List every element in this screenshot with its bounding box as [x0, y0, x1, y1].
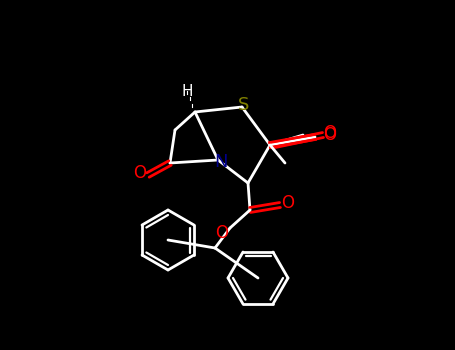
Text: O: O [324, 126, 337, 144]
Text: N: N [214, 153, 228, 171]
Text: O: O [133, 164, 147, 182]
Text: H: H [181, 84, 193, 99]
Text: O: O [282, 194, 294, 212]
Text: S: S [238, 96, 250, 114]
Text: O: O [216, 224, 228, 242]
Text: O: O [324, 124, 337, 142]
